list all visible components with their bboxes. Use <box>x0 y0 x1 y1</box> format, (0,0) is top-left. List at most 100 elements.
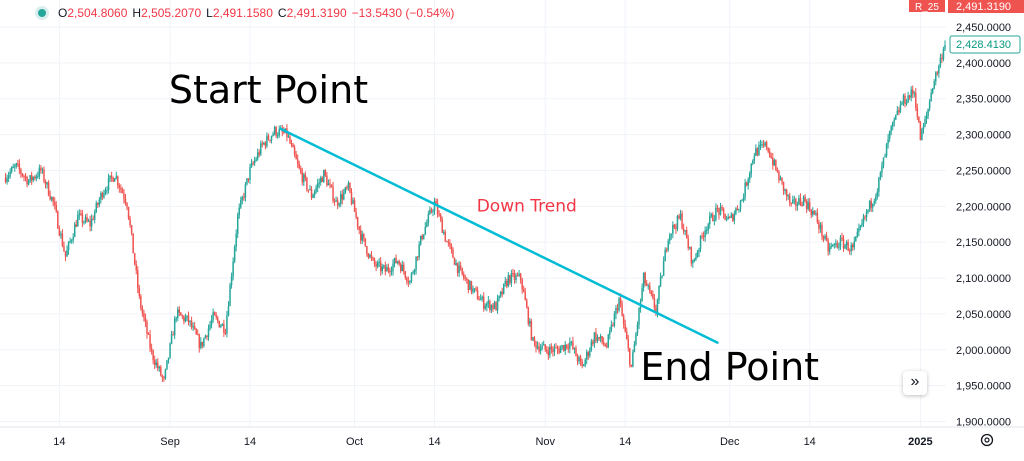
candle-down <box>126 203 128 208</box>
candle-up <box>481 296 483 299</box>
price-tick-label: 2,200.0000 <box>956 201 1011 213</box>
candle-down <box>349 182 351 193</box>
candle-down <box>489 300 491 311</box>
candle-down <box>915 92 917 108</box>
candle-down <box>44 181 47 185</box>
candle-down <box>604 344 606 347</box>
candle-up <box>490 304 493 311</box>
price-axis: 2,450.0000 2,400.0000 2,350.0000 2,300.0000… <box>909 0 1024 461</box>
candle-down <box>492 304 494 309</box>
candle-down <box>592 341 594 344</box>
candle-down <box>813 211 816 214</box>
last-price-badge <box>948 0 1024 13</box>
candle-up <box>942 48 945 60</box>
candle-up <box>67 242 70 251</box>
candle-down <box>911 89 914 94</box>
candle-down <box>407 281 410 283</box>
candle-down <box>552 349 554 352</box>
candle-up <box>253 160 256 164</box>
candle-down <box>52 197 54 202</box>
candle-up <box>656 299 659 313</box>
candle-down <box>21 173 24 176</box>
candle-down <box>546 349 548 352</box>
candle-up <box>632 352 634 367</box>
candle-up <box>504 281 507 284</box>
candle-up <box>87 220 90 222</box>
candle-up <box>192 326 194 328</box>
candle-down <box>307 189 310 191</box>
candle-down <box>625 331 628 340</box>
candle-down <box>201 341 204 347</box>
candle-up <box>699 235 702 250</box>
candle-up <box>719 207 722 215</box>
candle-down <box>101 193 104 198</box>
trendline <box>279 127 719 344</box>
candle-up <box>871 203 874 208</box>
candle-down <box>627 339 630 349</box>
candle-down <box>89 220 91 227</box>
low-value: 2,491.1580 <box>212 6 273 20</box>
candle-down <box>581 361 583 366</box>
candle-down <box>324 170 327 176</box>
candle-up <box>66 250 68 257</box>
candle-down <box>841 237 843 240</box>
candle-down <box>289 136 291 144</box>
candle-up <box>361 234 364 241</box>
candle-up <box>390 271 393 273</box>
candle-up <box>638 308 640 325</box>
candle-down <box>535 341 537 349</box>
candle-up <box>207 328 210 338</box>
candle-down <box>519 273 522 280</box>
candle-up <box>115 176 117 179</box>
candle-up <box>861 223 863 226</box>
candle-up <box>832 244 834 246</box>
candle-up <box>707 224 709 231</box>
candle-down <box>567 347 570 349</box>
candle-down <box>97 202 99 205</box>
candle-down <box>370 254 373 258</box>
candle-up <box>240 200 242 208</box>
candle-down <box>447 241 450 243</box>
candle-down <box>452 249 454 258</box>
price-axis-bg <box>947 0 1024 461</box>
candle-down <box>206 335 208 338</box>
price-tick-label: 2,450.0000 <box>956 22 1011 34</box>
candle-up <box>203 338 205 347</box>
scroll-to-realtime-button[interactable]: » <box>903 371 927 395</box>
close-value: 2,491.3190 <box>286 6 347 20</box>
candle-down <box>790 202 792 204</box>
gear-outer <box>980 433 994 447</box>
candle-up <box>109 175 111 179</box>
candle-down <box>598 337 600 339</box>
candle-down <box>20 169 22 174</box>
candle-down <box>215 315 217 318</box>
candle-down <box>464 277 467 279</box>
candle-down <box>501 291 503 294</box>
candle-up <box>570 341 573 343</box>
candle-down <box>329 183 331 185</box>
candle-down <box>516 275 519 277</box>
candle-up <box>396 261 399 264</box>
candle-down <box>681 213 683 229</box>
candle-down <box>810 210 812 216</box>
candle-up <box>704 230 706 238</box>
candle-up <box>229 284 231 307</box>
candle-up <box>895 114 897 120</box>
candle-down <box>685 230 688 239</box>
candle-down <box>506 281 508 287</box>
open-value: 2,504.8060 <box>67 6 128 20</box>
candle-down <box>346 187 348 189</box>
down-trend-line <box>279 127 719 344</box>
settings-gear-icon[interactable] <box>980 433 994 447</box>
candle-up <box>839 237 842 247</box>
candle-up <box>784 189 786 191</box>
candle-up <box>930 92 932 102</box>
candle-up <box>664 249 666 262</box>
candle-up <box>828 247 831 252</box>
price-tick-label: 2,050.0000 <box>956 309 1011 321</box>
candle-down <box>770 157 773 159</box>
candle-up <box>6 178 8 183</box>
candle-down <box>118 185 121 188</box>
candle-up <box>868 201 871 210</box>
